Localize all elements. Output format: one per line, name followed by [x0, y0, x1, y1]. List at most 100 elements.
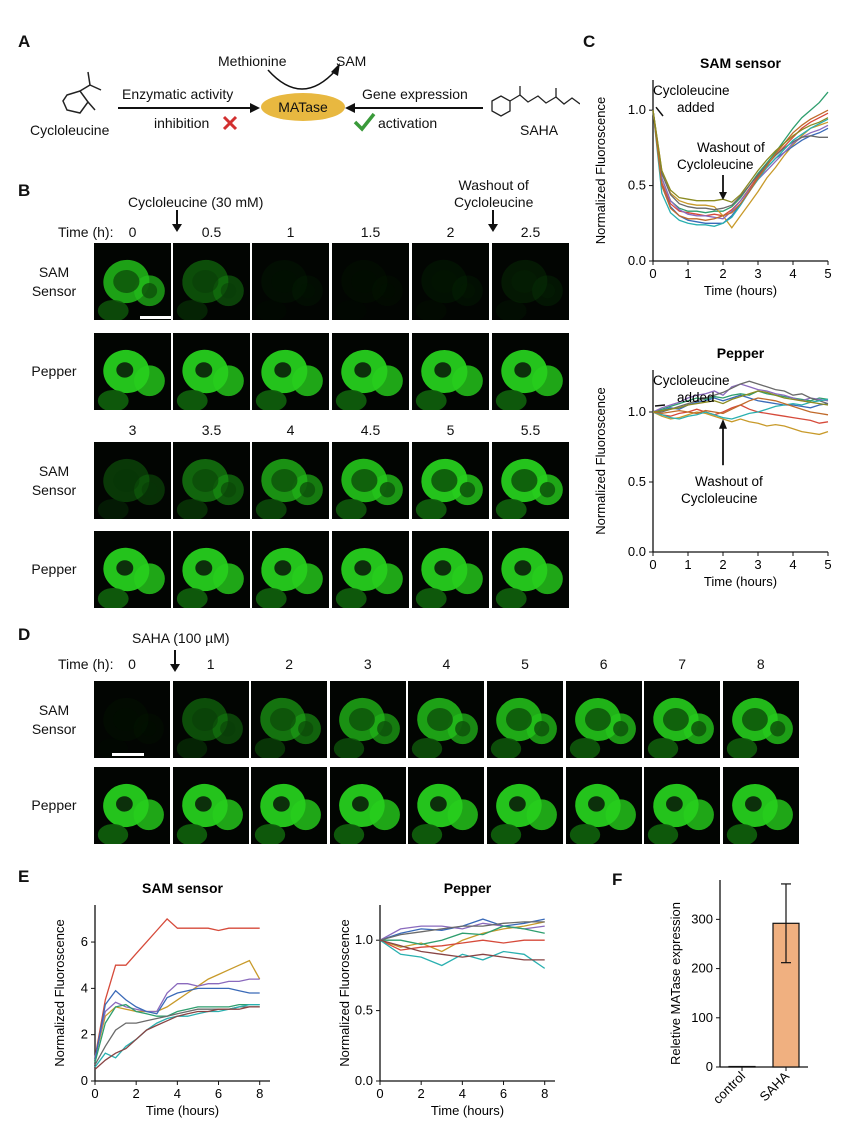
cell-nucleus — [271, 468, 298, 493]
micrograph-tile — [329, 681, 406, 758]
cell-body — [569, 737, 600, 758]
time-value: 5 — [521, 656, 529, 672]
annotation-line: Cycloleucine — [681, 491, 758, 506]
cycloleucine-structure — [62, 71, 102, 114]
cell-micrograph — [569, 697, 636, 758]
cell-micrograph — [495, 259, 563, 320]
cell-body — [762, 799, 793, 831]
series-line — [379, 939, 545, 961]
time-value: 2 — [285, 656, 294, 672]
series-line — [380, 925, 545, 946]
cell-body — [495, 389, 527, 410]
cell-nucleus — [220, 482, 237, 498]
time-value: 3 — [128, 422, 137, 438]
micrograph-tile — [408, 767, 485, 844]
cell-nucleus — [514, 362, 532, 378]
y-tick-label: 6 — [81, 934, 88, 949]
y-axis-label: Normalized Fluoroscence — [337, 919, 352, 1066]
cell-micrograph — [569, 783, 636, 844]
micrograph-tile — [94, 681, 170, 758]
cell-body — [133, 799, 164, 831]
cell-nucleus — [584, 707, 611, 732]
cell-body — [372, 563, 403, 595]
time-value: 3.5 — [201, 422, 222, 438]
cell-body — [292, 365, 323, 397]
series-line — [652, 390, 829, 413]
x-tick-label: 2 — [719, 557, 726, 572]
cell-nucleus — [348, 707, 375, 732]
x-tick-label: 8 — [541, 1086, 548, 1101]
cell-nucleus — [511, 269, 538, 294]
x-tick-label: 6 — [215, 1086, 222, 1101]
cell-body — [452, 365, 483, 397]
micrograph-tile — [565, 681, 642, 758]
cell-body — [335, 498, 367, 519]
time-value: 4 — [286, 422, 295, 438]
cell-nucleus — [434, 560, 452, 576]
time-value: 4.5 — [360, 422, 381, 438]
series-line — [94, 959, 261, 1058]
micrograph-tile — [94, 243, 171, 320]
saha-label: SAHA — [520, 122, 559, 138]
series-line — [652, 110, 829, 203]
cell-micrograph — [415, 547, 483, 608]
cell-nucleus — [427, 707, 454, 732]
cell-body — [333, 823, 364, 844]
panel-a-diagram — [0, 0, 581, 170]
cell-micrograph — [647, 783, 715, 844]
cell-nucleus — [663, 707, 690, 732]
y-tick-label: 1.0 — [628, 404, 646, 419]
cell-body — [333, 737, 364, 758]
series-line — [652, 394, 829, 413]
cell-body — [176, 299, 208, 320]
y-axis-label: Normalized Fluoroscence — [52, 919, 67, 1066]
cell-nucleus — [509, 796, 526, 812]
cell-body — [134, 474, 165, 506]
cell-micrograph — [176, 547, 244, 608]
panel-label-f: F — [612, 870, 623, 889]
annotation-added: Cycloleucine added — [653, 373, 730, 405]
y-tick-label: 0.5 — [628, 178, 646, 193]
cell-nucleus — [539, 283, 556, 299]
chart-title: Pepper — [444, 880, 492, 896]
time-value: 2 — [446, 224, 455, 240]
cell-nucleus — [459, 283, 476, 299]
cell-body — [495, 587, 527, 608]
cross-icon — [222, 115, 238, 131]
saha-structure — [491, 86, 581, 117]
cell-body — [255, 498, 287, 519]
cell-body — [532, 563, 563, 595]
cell-nucleus — [612, 721, 628, 737]
methionine-to-sam-arrow — [267, 69, 337, 90]
micrograph-tile — [492, 531, 569, 608]
cell-micrograph — [335, 259, 403, 320]
micrograph-tile — [94, 531, 171, 608]
cell-body — [447, 799, 479, 831]
annotation-added: Cycloleucine added — [653, 83, 730, 115]
cell-body — [134, 365, 165, 397]
cycloleucine-label: Cycloleucine — [30, 122, 110, 138]
cell-micrograph — [176, 458, 244, 519]
x-tick-label: 0 — [376, 1086, 383, 1101]
time-value: 0 — [128, 224, 137, 240]
micrograph-tile — [412, 333, 489, 410]
cell-micrograph — [726, 697, 793, 758]
cell-micrograph — [97, 783, 164, 844]
time-value: 2.5 — [520, 224, 541, 240]
cell-micrograph — [255, 458, 323, 519]
chart-title: SAM sensor — [142, 880, 223, 896]
cell-body — [103, 458, 150, 503]
cell-micrograph — [412, 783, 479, 844]
micrograph-tile — [252, 531, 329, 608]
cell-body — [133, 713, 164, 745]
cell-body — [569, 823, 600, 844]
micrograph-tile — [487, 681, 563, 758]
cell-nucleus — [354, 560, 372, 576]
x-tick-label: 0 — [649, 557, 656, 572]
panel-label-c: C — [583, 32, 596, 51]
cell-nucleus — [511, 468, 538, 493]
cell-nucleus — [270, 707, 297, 732]
cell-body — [335, 587, 367, 608]
y-tick-label: 0.0 — [355, 1073, 373, 1088]
x-tick-label: 0 — [91, 1086, 98, 1101]
